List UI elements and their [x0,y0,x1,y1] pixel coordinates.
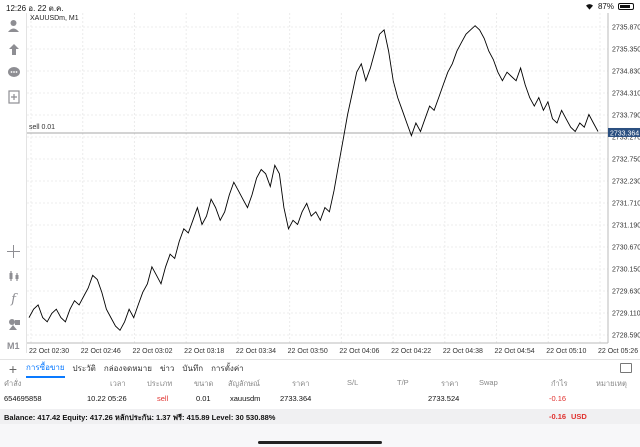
balance-bar: Balance: 417.42 Equity: 417.26 หลักประกั… [0,409,640,424]
status-right: 87% [585,2,634,11]
x-tick-label: 22 Oct 03:34 [236,348,276,355]
order-size: 0.01 [196,394,211,403]
add-chart-icon[interactable] [5,88,22,105]
header-type[interactable]: ประเภท [147,379,173,388]
x-tick-label: 22 Oct 04:06 [339,348,379,355]
trade-table-header: คำสั่ง เวลา ประเภท ขนาด สัญลักษณ์ ราคา S… [0,378,640,392]
objects-icon[interactable] [5,267,22,284]
total-profit: -0.16 [549,412,567,421]
expand-panel-icon[interactable] [620,363,632,373]
header-sl[interactable]: S/L [347,378,359,387]
timeframe-label[interactable]: M1 [7,341,20,351]
chat-icon[interactable] [5,64,22,81]
chart-title: XAUUSDm, M1 [30,15,79,22]
terminal-tabs: + การซื้อขาย ประวัติ กล่องจดหมาย ข่าว บั… [0,359,640,378]
balance-summary: Balance: 417.42 Equity: 417.26 หลักประกั… [4,413,276,422]
y-tick-label: 2729.630 [612,288,640,295]
shapes-icon[interactable] [5,315,22,332]
status-left: 12:26 อ. 22 ต.ค. [6,2,64,15]
wifi-icon [585,4,593,10]
x-tick-label: 22 Oct 02:30 [29,348,69,355]
home-indicator[interactable] [258,441,382,444]
add-icon[interactable]: + [8,360,18,377]
order-line-label: sell 0.01 [29,124,56,131]
status-time: 12:26 [6,4,27,13]
tab-news[interactable]: ข่าว [159,364,175,373]
crosshair-icon[interactable] [5,243,22,260]
header-swap[interactable]: Swap [479,378,498,387]
x-tick-label: 22 Oct 03:18 [184,348,224,355]
function-icon[interactable]: f [11,292,16,307]
y-tick-label: 2735.870 [612,24,640,31]
order-id: 654695858 [4,394,42,403]
y-tick-label: 2729.110 [612,310,640,317]
y-tick-label: 2732.230 [612,178,640,185]
x-tick-label: 22 Oct 03:02 [132,348,172,355]
tab-journal[interactable]: บันทึก [182,364,204,373]
y-tick-label: 2730.150 [612,266,640,273]
indicator-icon[interactable] [5,41,22,58]
y-tick-label: 2735.350 [612,46,640,53]
table-row[interactable]: 654695858 10.22 05:26 sell 0.01 xauusdm … [0,394,640,408]
order-time: 10.22 05:26 [87,394,127,403]
header-price[interactable]: ราคา [292,379,310,388]
y-tick-label: 2730.670 [612,244,640,251]
current-price-label: 2733.364 [610,130,639,137]
order-profit: -0.16 [549,394,567,403]
y-tick-label: 2731.190 [612,222,640,229]
x-tick-label: 22 Oct 04:38 [443,348,483,355]
header-comment[interactable]: หมายเหตุ [596,379,627,388]
price-chart[interactable]: 2735.870 2735.350 2734.830 2734.310 2733.790… [27,13,640,358]
battery-percent: 87% [597,2,614,11]
current-price-tag [608,127,640,137]
y-tick-label: 2734.830 [612,68,640,75]
y-tick-label: 2732.750 [612,156,640,163]
tab-trade[interactable]: การซื้อขาย [26,359,65,378]
y-tick-label: 2728.590 [612,332,640,339]
y-tick-label: 2733.790 [612,112,640,119]
x-tick-label: 22 Oct 02:46 [81,348,121,355]
crosshair-person-icon[interactable] [5,17,22,34]
tab-history[interactable]: ประวัติ [72,364,96,373]
header-current-price[interactable]: ราคา [441,379,459,388]
header-symbol[interactable]: สัญลักษณ์ [228,379,261,388]
tab-mailbox[interactable]: กล่องจดหมาย [103,364,152,373]
x-tick-label: 22 Oct 04:54 [495,348,535,355]
battery-icon [618,3,634,10]
price-line [28,25,599,332]
profit-currency: USD [571,412,587,421]
header-profit[interactable]: กำไร [551,379,568,388]
y-tick-label: 2731.710 [612,200,640,207]
y-tick-label: 2734.310 [612,90,640,97]
header-tp[interactable]: T/P [397,378,409,387]
status-bar: 12:26 อ. 22 ต.ค. 87% [0,0,640,13]
x-tick-label: 22 Oct 04:22 [391,348,431,355]
order-open-price: 2733.364 [280,394,312,403]
header-time[interactable]: เวลา [110,379,126,388]
chart-canvas[interactable]: 2735.870 2735.350 2734.830 2734.310 2733.790… [27,13,640,358]
left-toolbar: f M1 [0,13,27,353]
x-tick-label: 22 Oct 05:10 [546,348,586,355]
tab-settings[interactable]: การตั้งค่า [211,364,244,373]
order-type: sell [157,394,169,403]
y-tick-label: 2733.270 [612,134,640,141]
x-tick-label: 22 Oct 03:50 [288,348,328,355]
header-order[interactable]: คำสั่ง [4,379,22,388]
status-date: อ. 22 ต.ค. [28,4,64,13]
x-tick-label: 22 Oct 05:26 [598,348,638,355]
order-symbol: xauusdm [230,394,261,403]
bottom-strip [0,424,640,447]
header-size[interactable]: ขนาด [194,379,214,388]
order-current-price: 2733.524 [428,394,460,403]
